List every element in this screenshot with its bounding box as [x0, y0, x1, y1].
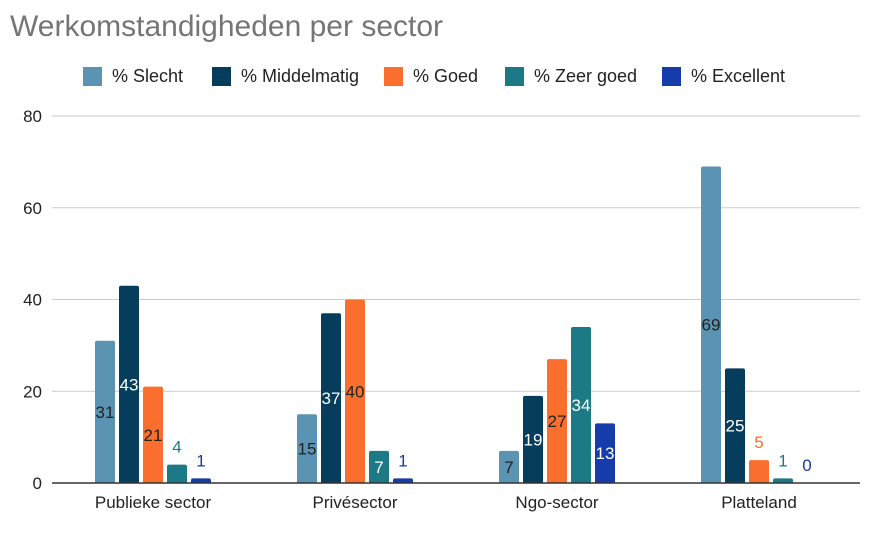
legend-swatch-middelmatig	[212, 66, 231, 86]
legend-swatch-zeer-goed	[505, 66, 524, 86]
data-label: 21	[144, 426, 163, 445]
bar	[393, 478, 413, 483]
legend-item-excellent: % Excellent	[662, 64, 785, 88]
legend-label-slecht: % Slecht	[112, 65, 184, 86]
bar	[499, 450, 519, 483]
data-label: 40	[346, 382, 365, 401]
legend-swatch-slecht	[83, 66, 102, 86]
legend-item-slecht: % Slecht	[83, 64, 183, 88]
bar	[749, 460, 769, 483]
x-tick-label: Platteland	[721, 493, 797, 512]
bar	[95, 340, 115, 483]
x-tick-label: Privésector	[312, 493, 397, 512]
bar	[701, 166, 721, 483]
bar	[167, 464, 187, 483]
bar	[297, 414, 317, 483]
data-label: 27	[548, 412, 567, 431]
bar	[191, 478, 211, 483]
legend-item-middelmatig: % Middelmatig	[212, 64, 359, 88]
data-label: 37	[322, 389, 341, 408]
data-label: 1	[398, 451, 407, 470]
data-label: 43	[120, 375, 139, 394]
legend-label-excellent: % Excellent	[691, 65, 786, 86]
bar	[345, 299, 365, 483]
legend-label-goed: % Goed	[413, 65, 479, 86]
y-tick-label: 60	[23, 199, 42, 218]
data-label: 69	[702, 316, 721, 335]
data-label: 7	[504, 458, 513, 477]
data-label: 7	[374, 458, 383, 477]
legend-item-goed: % Goed	[384, 64, 478, 88]
bar	[595, 423, 615, 483]
legend-swatch-goed	[384, 66, 403, 86]
bar	[119, 285, 139, 483]
bar	[725, 368, 745, 483]
data-label: 15	[298, 440, 317, 459]
data-label: 5	[754, 433, 763, 452]
legend-item-zeer-goed: % Zeer goed	[505, 64, 637, 88]
chart-legend: % Slecht % Middelmatig % Goed % Zeer goe…	[0, 64, 872, 88]
bar	[547, 359, 567, 483]
chart-title: Werkomstandigheden per sector	[10, 10, 444, 43]
x-tick-label: Publieke sector	[95, 493, 212, 512]
legend-swatch-excellent	[662, 66, 681, 86]
data-label: 13	[596, 444, 615, 463]
bar	[523, 395, 543, 483]
bar	[321, 313, 341, 483]
data-label: 31	[96, 403, 115, 422]
data-label: 1	[778, 451, 787, 470]
data-label: 1	[196, 451, 205, 470]
bar	[571, 327, 591, 483]
data-label: 34	[572, 396, 591, 415]
bar	[143, 386, 163, 483]
data-label: 0	[802, 456, 811, 475]
legend-label-middelmatig: % Middelmatig	[241, 65, 360, 86]
data-label: 19	[524, 430, 543, 449]
y-tick-label: 40	[23, 291, 42, 310]
y-tick-label: 80	[23, 107, 42, 126]
y-tick-label: 20	[23, 382, 42, 401]
y-tick-label: 0	[33, 474, 42, 493]
x-tick-label: Ngo-sector	[515, 493, 598, 512]
bar	[369, 450, 389, 483]
data-label: 4	[172, 438, 181, 457]
data-label: 25	[726, 417, 745, 436]
bar	[773, 478, 793, 483]
legend-label-zeer-goed: % Zeer goed	[534, 65, 638, 86]
